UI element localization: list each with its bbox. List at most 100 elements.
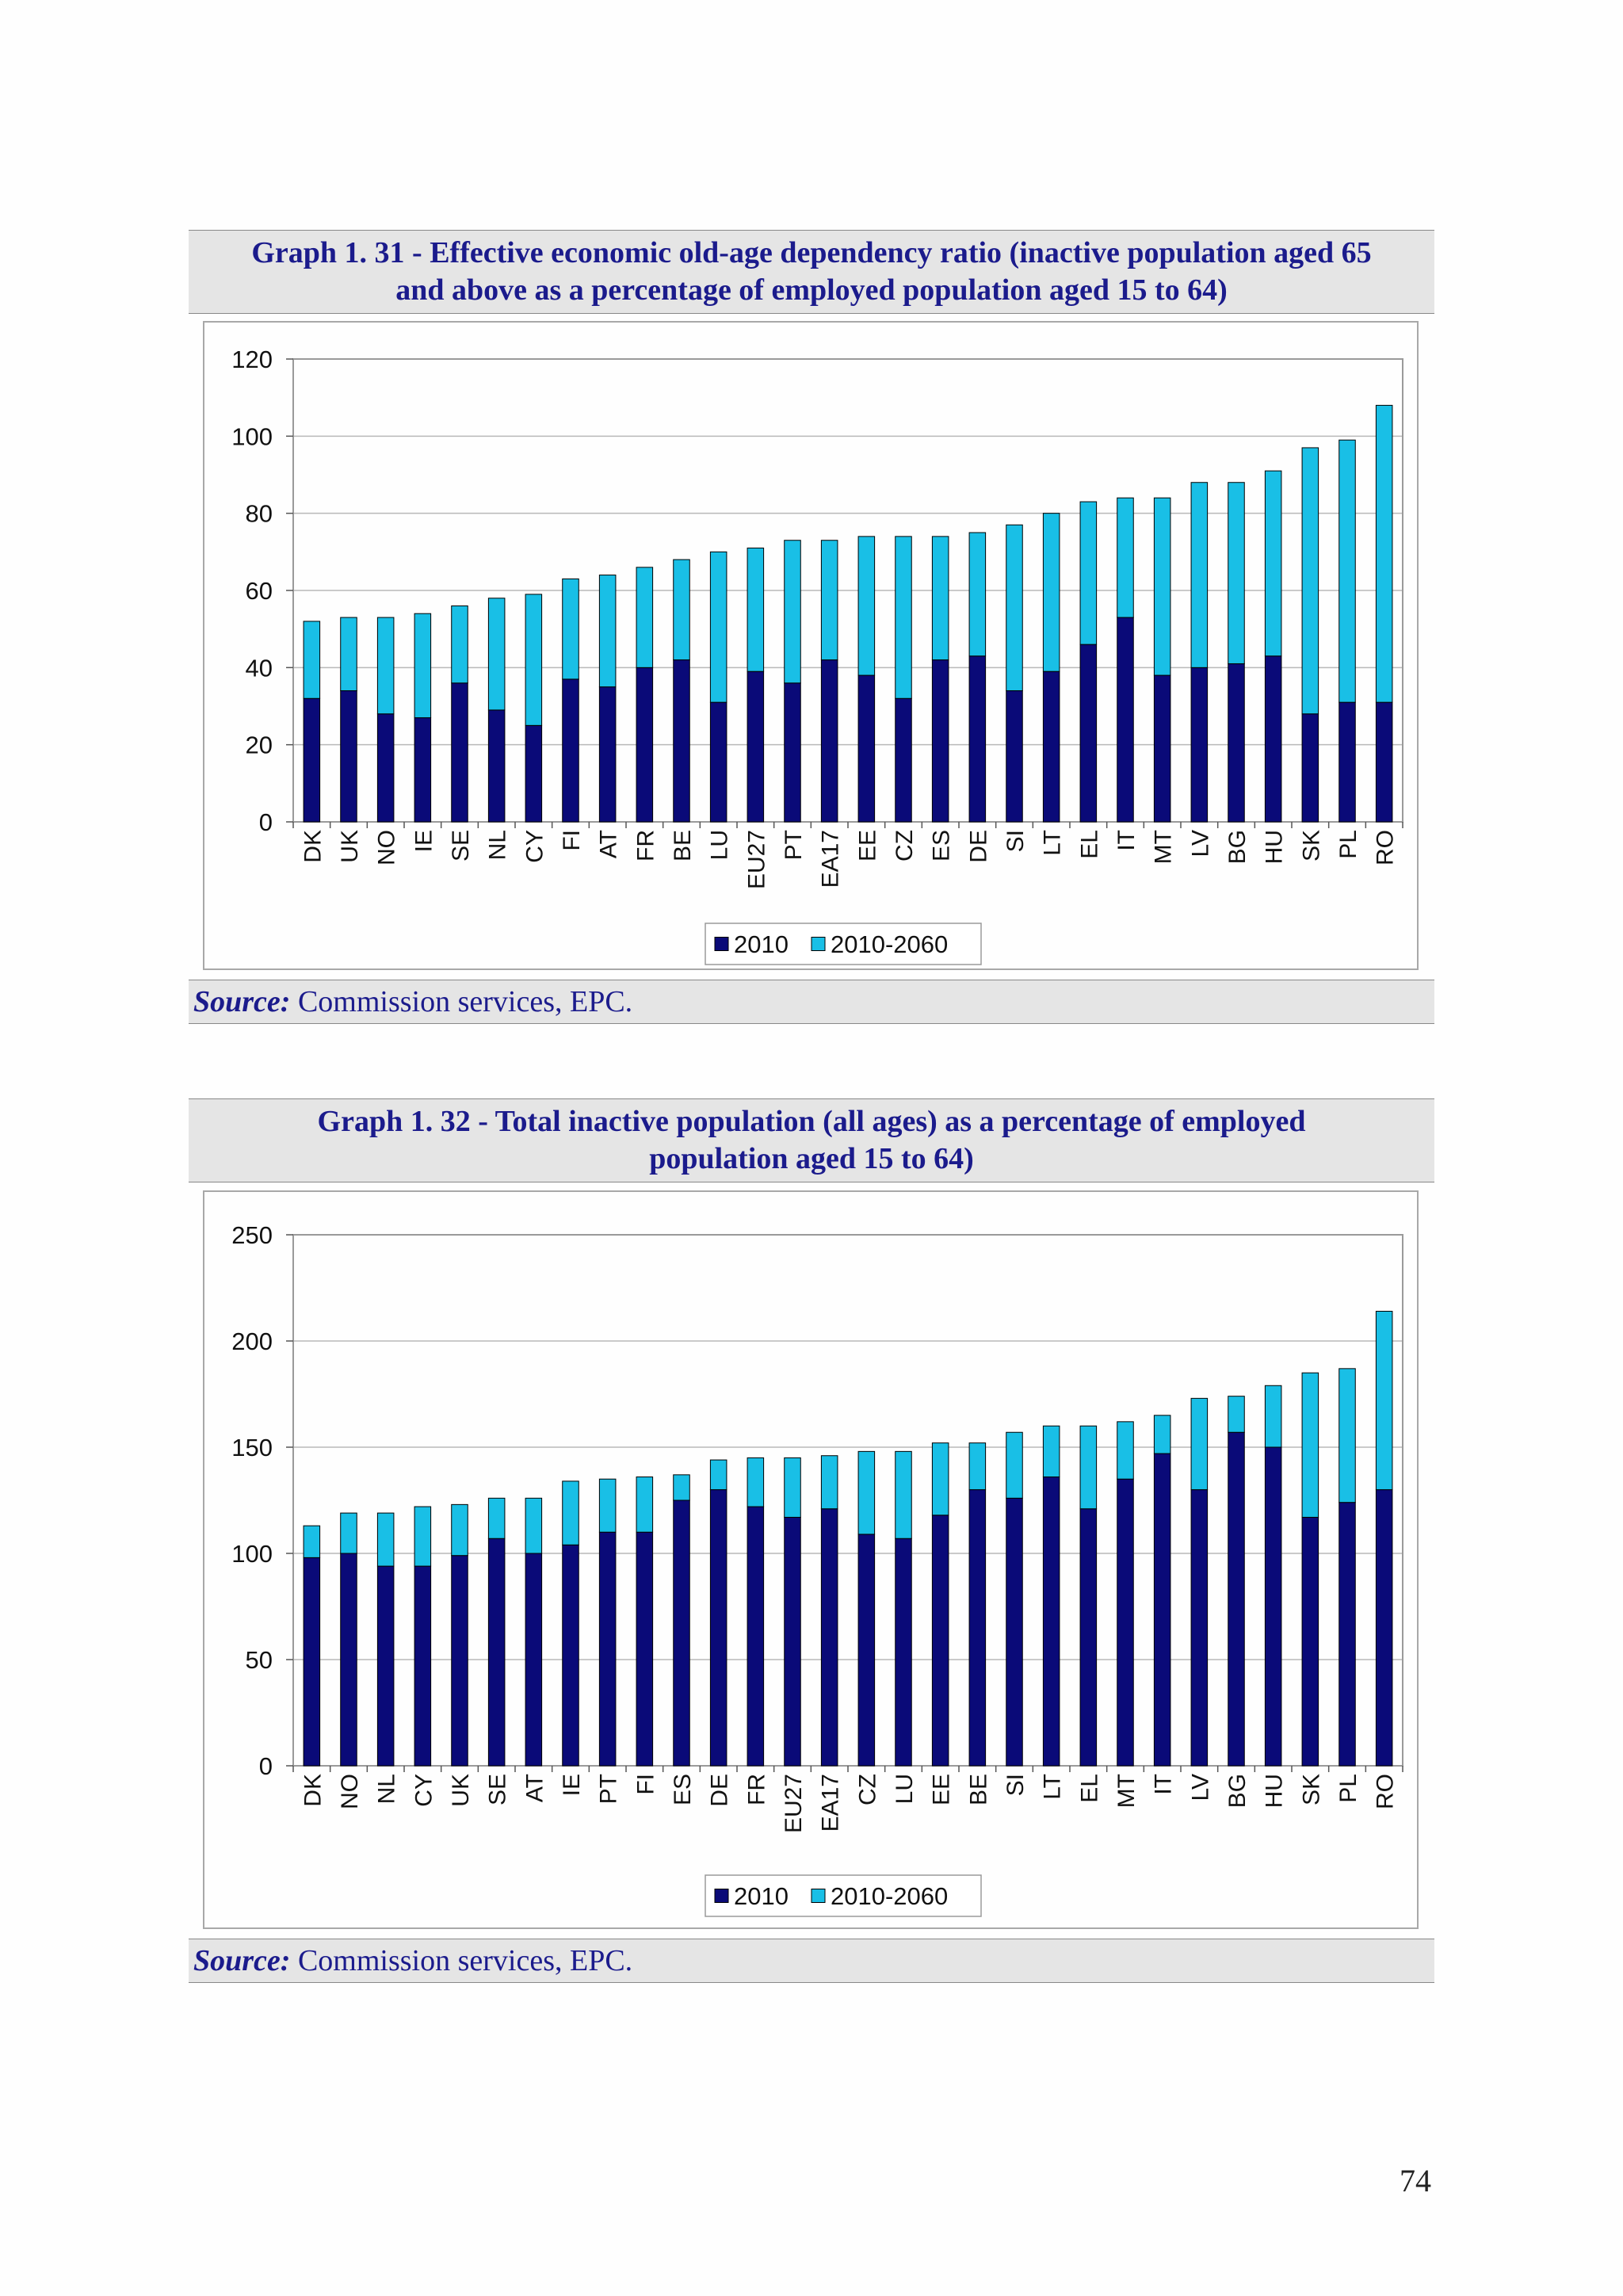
y-tick-label: 200: [231, 1328, 273, 1355]
x-tick-label: FR: [632, 830, 659, 861]
graph-1-32-chart-frame: 0 50 100 150 200 250 DK NO NL CY UK SE AT IE PT FI ES DE F…: [203, 1190, 1419, 1929]
bar-2010-2060-dk: [303, 621, 321, 699]
graph-1-32-title-line1: Graph 1. 32 - Total inactive population …: [317, 1105, 1306, 1138]
bar-2010-fi: [562, 678, 579, 823]
x-tick-label: SE: [448, 830, 474, 861]
legend-label-2010: 2010: [734, 930, 789, 958]
x-tick-label: BE: [670, 830, 696, 861]
bar-2010-2060-lv: [1190, 1397, 1209, 1491]
legend-swatch-2010-2060: [811, 937, 826, 951]
bar-2010-fr: [747, 1506, 765, 1767]
bar-2010-de: [709, 1489, 727, 1767]
x-tick-label: LV: [1187, 830, 1213, 857]
bar-2010-2060-dk: [303, 1525, 321, 1558]
bar-2010-2060-ee: [857, 536, 876, 676]
bar-2010-2060-cy: [525, 594, 543, 726]
graph-1-31-title: Graph 1. 31 - Effective economic old-age…: [189, 230, 1434, 314]
bar-2010-be: [968, 1489, 987, 1767]
bar-2010-2060-el: [1079, 1425, 1098, 1510]
bar-2010-cy: [414, 1565, 432, 1767]
x-tick-label: DK: [300, 830, 326, 863]
bar-2010-se: [487, 1538, 506, 1767]
x-tick-label: MT: [1113, 1774, 1140, 1808]
bar-2010-2060-no: [376, 617, 395, 715]
bar-2010-se: [451, 682, 468, 823]
x-tick-label: NO: [337, 1774, 363, 1809]
bar-2010-2060-lv: [1190, 482, 1209, 668]
bar-2010-2060-be: [968, 1442, 987, 1491]
bar-2010-2060-ea17: [820, 1455, 838, 1510]
x-tick-label: SK: [1298, 830, 1324, 861]
bar-2010-2060-at: [525, 1497, 543, 1554]
legend-label-2010: 2010: [734, 1882, 789, 1910]
y-tick-label: 0: [259, 1752, 273, 1780]
x-tick-label: CZ: [892, 830, 918, 861]
x-tick-label: LV: [1187, 1774, 1213, 1801]
bar-2010-lt: [1042, 670, 1060, 823]
bar-2010-2060-pt: [784, 540, 801, 684]
y-tick-label: 50: [246, 1646, 273, 1674]
x-tick-label: UK: [337, 830, 363, 863]
x-tick-label: SI: [1002, 830, 1029, 852]
legend-box: [705, 1874, 982, 1917]
x-tick-label: LU: [707, 830, 733, 860]
bar-2010-lu: [895, 1538, 912, 1767]
x-tick-label: SI: [1002, 1774, 1029, 1796]
bar-2010-2060-ie: [562, 1480, 579, 1545]
y-tick-label: 100: [231, 1540, 273, 1568]
bar-2010-2060-ro: [1375, 404, 1393, 703]
bar-2010-2060-be: [673, 559, 690, 661]
bar-2010-2060-lu: [895, 1450, 912, 1539]
bar-2010-2060-it: [1153, 1415, 1171, 1454]
bar-2010-2060-pt: [598, 1478, 617, 1533]
x-tick-label: RO: [1373, 830, 1399, 865]
bar-2010-be: [673, 659, 690, 823]
bar-2010-2060-sk: [1301, 1372, 1319, 1518]
bar-2010-lt: [1042, 1477, 1060, 1767]
x-tick-label: EL: [1076, 1774, 1102, 1803]
y-tick-label: 250: [231, 1221, 273, 1249]
source-label: Source:: [193, 985, 291, 1018]
bar-2010-2060-se: [451, 605, 468, 684]
bar-2010-ro: [1375, 701, 1393, 823]
bar-2010-el: [1079, 1508, 1098, 1767]
bar-2010-lv: [1190, 1489, 1209, 1767]
bar-2010-mt: [1117, 1478, 1134, 1767]
x-tick-label: DK: [300, 1774, 326, 1807]
x-tick-label: IT: [1151, 1774, 1177, 1795]
bar-2010-2060-fr: [747, 1457, 765, 1507]
x-tick-label: ES: [929, 830, 955, 861]
x-tick-label: EL: [1076, 830, 1102, 859]
y-tick-label: 0: [259, 808, 273, 836]
x-tick-label: SK: [1298, 1774, 1324, 1805]
x-tick-label: CZ: [854, 1774, 880, 1805]
x-tick-label: CY: [521, 830, 548, 863]
bar-2010-hu: [1264, 655, 1282, 823]
y-tick-label: 80: [246, 500, 273, 528]
x-tick-label: DE: [965, 830, 991, 863]
bar-2010-pt: [598, 1531, 617, 1767]
bar-2010-cz: [895, 697, 912, 823]
y-tick-label: 20: [246, 732, 273, 759]
bar-2010-ea17: [820, 659, 838, 823]
bar-2010-2060-cz: [857, 1450, 876, 1535]
x-tick-label: SE: [485, 1774, 511, 1805]
bar-2010-at: [598, 686, 617, 823]
bar-2010-uk: [340, 690, 357, 823]
bar-2010-ee: [857, 674, 876, 823]
bar-2010-2060-es: [931, 536, 949, 661]
x-tick-label: FI: [559, 830, 585, 851]
bar-2010-2060-eu27: [784, 1457, 801, 1518]
graph-1-31-chart-frame: 0 20 40 60 80 100 120 DK UK NO IE SE NL CY FI AT FR BE LU E…: [203, 321, 1419, 970]
bar-2010-fr: [636, 667, 654, 823]
graph-1-32-source: Source: Commission services, EPC.: [189, 1939, 1434, 1983]
bar-2010-it: [1117, 617, 1134, 823]
x-tick-label: LU: [892, 1774, 918, 1804]
x-tick-label: PT: [596, 1774, 622, 1804]
source-text: Commission services, EPC.: [290, 985, 633, 1018]
bar-2010-2060-es: [673, 1474, 690, 1501]
bar-2010-bg: [1228, 663, 1245, 823]
x-tick-label: EE: [854, 830, 880, 861]
bar-2010-2060-sk: [1301, 447, 1319, 715]
x-tick-label: IE: [559, 1774, 585, 1796]
